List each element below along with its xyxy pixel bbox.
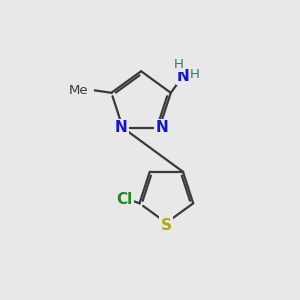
Text: N: N xyxy=(155,120,168,135)
Text: N: N xyxy=(115,120,128,135)
Text: N: N xyxy=(177,69,190,84)
Text: N: N xyxy=(115,120,128,135)
Text: Cl: Cl xyxy=(116,192,133,207)
Text: S: S xyxy=(161,218,172,233)
Text: N: N xyxy=(155,120,168,135)
Text: H: H xyxy=(190,68,200,81)
Text: H: H xyxy=(174,58,184,71)
Text: Me: Me xyxy=(69,84,88,97)
